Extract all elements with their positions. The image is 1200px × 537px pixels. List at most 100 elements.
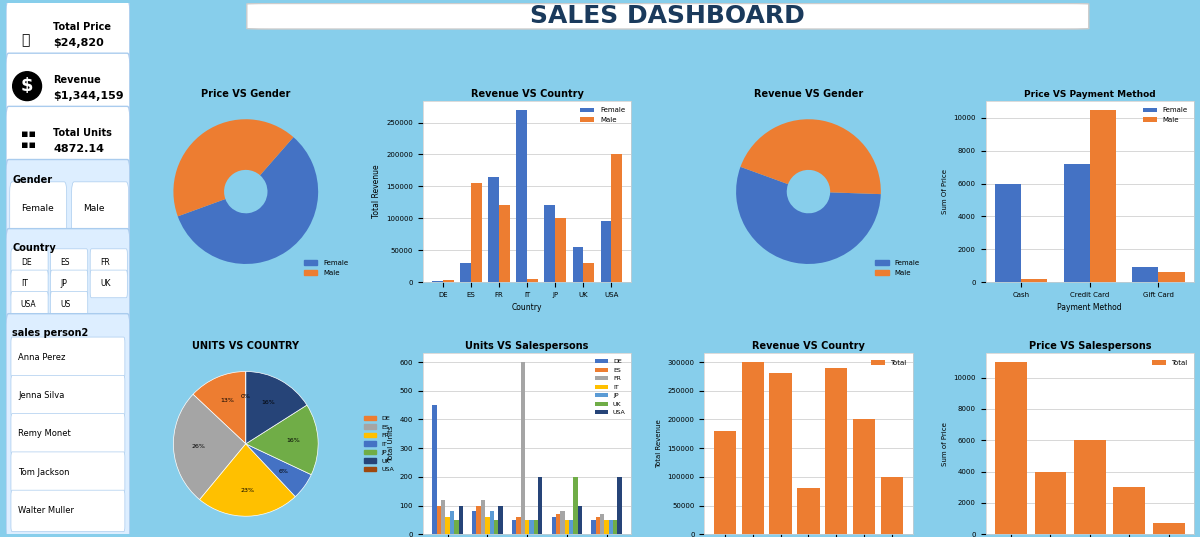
- Text: 23%: 23%: [240, 488, 254, 494]
- Bar: [574, 477, 577, 534]
- Bar: [826, 368, 847, 534]
- Bar: [437, 506, 442, 534]
- Text: ES: ES: [60, 258, 70, 266]
- FancyBboxPatch shape: [90, 270, 127, 297]
- Wedge shape: [199, 444, 295, 516]
- Text: sales person2: sales person2: [12, 328, 89, 338]
- Text: Female: Female: [20, 205, 54, 213]
- FancyBboxPatch shape: [6, 53, 130, 120]
- Text: Revenue: Revenue: [53, 75, 101, 85]
- Bar: [527, 279, 538, 282]
- Title: Price VS Payment Method: Price VS Payment Method: [1024, 90, 1156, 99]
- Bar: [455, 520, 458, 534]
- Bar: [458, 506, 463, 534]
- Legend: Total: Total: [868, 357, 910, 368]
- Text: JP: JP: [60, 279, 67, 288]
- FancyBboxPatch shape: [6, 106, 130, 173]
- Bar: [853, 419, 875, 534]
- Wedge shape: [174, 394, 246, 499]
- Legend: Female, Male: Female, Male: [577, 105, 628, 126]
- Wedge shape: [740, 119, 881, 194]
- Bar: [488, 177, 499, 282]
- Wedge shape: [246, 405, 318, 475]
- Text: 🛒: 🛒: [20, 33, 29, 47]
- Bar: [498, 506, 503, 534]
- Text: $24,820: $24,820: [53, 38, 103, 48]
- Bar: [534, 520, 538, 534]
- Bar: [490, 511, 494, 534]
- Text: 4872.14: 4872.14: [53, 144, 104, 154]
- Title: Revenue VS Country: Revenue VS Country: [470, 89, 583, 99]
- FancyBboxPatch shape: [11, 249, 48, 277]
- Bar: [1074, 440, 1105, 534]
- Bar: [742, 362, 764, 534]
- FancyBboxPatch shape: [10, 182, 67, 238]
- Bar: [1133, 267, 1158, 282]
- Text: IT: IT: [20, 279, 28, 288]
- Bar: [560, 511, 565, 534]
- Text: Tom Jackson: Tom Jackson: [18, 468, 70, 477]
- FancyBboxPatch shape: [6, 159, 130, 240]
- Title: Revenue VS Gender: Revenue VS Gender: [754, 89, 863, 99]
- Text: Walter Muller: Walter Muller: [18, 506, 74, 515]
- Bar: [485, 517, 490, 534]
- Bar: [529, 520, 534, 534]
- Text: 16%: 16%: [262, 400, 275, 405]
- Bar: [432, 405, 437, 534]
- Bar: [608, 520, 613, 534]
- Title: Revenue VS Country: Revenue VS Country: [752, 341, 865, 351]
- Y-axis label: Total Units: Total Units: [388, 426, 394, 462]
- Bar: [583, 263, 594, 282]
- Title: UNITS VS COUNTRY: UNITS VS COUNTRY: [192, 341, 299, 351]
- Bar: [577, 506, 582, 534]
- Legend: Female, Male: Female, Male: [872, 258, 923, 279]
- Y-axis label: Sum of Price: Sum of Price: [942, 422, 948, 466]
- FancyBboxPatch shape: [6, 229, 130, 327]
- Title: Units VS Salespersons: Units VS Salespersons: [466, 341, 589, 351]
- Bar: [613, 520, 618, 534]
- Title: Price VS Salespersons: Price VS Salespersons: [1028, 341, 1151, 351]
- Bar: [1063, 164, 1090, 282]
- FancyBboxPatch shape: [90, 249, 127, 277]
- Bar: [432, 281, 443, 282]
- FancyBboxPatch shape: [6, 314, 130, 537]
- FancyBboxPatch shape: [6, 0, 130, 67]
- Bar: [797, 488, 820, 534]
- Bar: [521, 362, 524, 534]
- Text: Male: Male: [83, 205, 104, 213]
- Bar: [476, 506, 481, 534]
- Text: $: $: [20, 77, 34, 95]
- Wedge shape: [246, 372, 307, 444]
- FancyBboxPatch shape: [11, 452, 125, 494]
- Bar: [499, 206, 510, 282]
- Bar: [445, 517, 450, 534]
- Text: $1,344,159: $1,344,159: [53, 91, 124, 101]
- Text: USA: USA: [20, 300, 36, 309]
- Text: Anna Perez: Anna Perez: [18, 353, 66, 362]
- FancyBboxPatch shape: [247, 4, 1088, 29]
- FancyBboxPatch shape: [50, 270, 88, 297]
- X-axis label: Payment Method: Payment Method: [1057, 303, 1122, 313]
- Bar: [545, 206, 556, 282]
- Bar: [461, 263, 472, 282]
- Text: Total Price: Total Price: [53, 21, 112, 32]
- FancyBboxPatch shape: [11, 490, 125, 532]
- Bar: [556, 218, 565, 282]
- Text: 6%: 6%: [278, 469, 289, 474]
- Bar: [481, 500, 485, 534]
- Bar: [516, 517, 521, 534]
- FancyBboxPatch shape: [11, 375, 125, 417]
- Bar: [618, 477, 622, 534]
- Bar: [881, 477, 904, 534]
- Text: ▪▪
▪▪: ▪▪ ▪▪: [20, 128, 36, 150]
- Bar: [1114, 487, 1145, 534]
- Legend: Female, Male: Female, Male: [1140, 105, 1190, 126]
- Bar: [1158, 272, 1184, 282]
- Legend: Female, Male: Female, Male: [301, 258, 350, 279]
- Text: FR: FR: [100, 258, 110, 266]
- Text: UK: UK: [100, 279, 110, 288]
- Bar: [1021, 279, 1048, 282]
- FancyBboxPatch shape: [11, 292, 48, 319]
- Wedge shape: [174, 119, 294, 216]
- Bar: [995, 184, 1021, 282]
